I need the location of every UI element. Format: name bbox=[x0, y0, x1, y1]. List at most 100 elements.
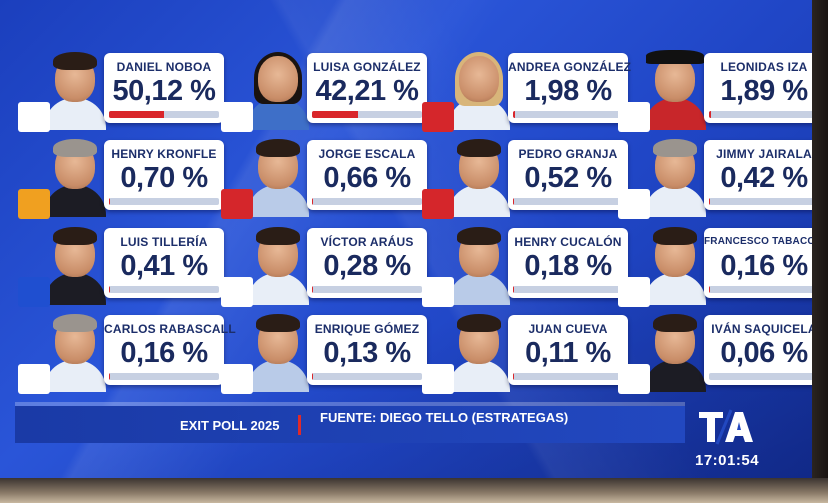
result-box: JUAN CUEVA 0,11 % bbox=[508, 315, 628, 385]
vote-bar-track bbox=[513, 373, 623, 380]
candidate-torso bbox=[247, 273, 309, 305]
party-logo-icon bbox=[221, 277, 253, 307]
candidate-name: LEONIDAS IZA bbox=[720, 60, 808, 74]
candidate-hair bbox=[53, 139, 97, 157]
candidate-percentage: 0,52 % bbox=[524, 162, 612, 194]
candidate-percentage: 0,42 % bbox=[720, 162, 808, 194]
candidate-hair bbox=[256, 139, 300, 157]
vote-bar-track bbox=[312, 286, 422, 293]
candidate-percentage: 0,13 % bbox=[323, 337, 411, 369]
candidate-name: CARLOS RABASCALL bbox=[104, 322, 236, 336]
candidate-percentage: 0,11 % bbox=[525, 337, 611, 369]
candidate-photo bbox=[446, 50, 512, 130]
candidate-name: JIMMY JAIRALA bbox=[716, 147, 812, 161]
candidate-hair bbox=[457, 139, 501, 157]
candidate-torso bbox=[247, 360, 309, 392]
candidate-photo bbox=[642, 50, 708, 130]
result-box: ANDREA GONZÁLEZ 1,98 % bbox=[508, 53, 632, 123]
candidate-hair bbox=[457, 227, 501, 245]
footer-highlight bbox=[15, 402, 685, 406]
candidate-percentage: 0,28 % bbox=[323, 250, 411, 282]
candidate-card: JORGE ESCALA 0,66 % bbox=[217, 137, 427, 219]
vote-bar-fill bbox=[109, 198, 110, 205]
result-box: CARLOS RABASCALL 0,16 % bbox=[104, 315, 236, 385]
candidate-card: PEDRO GRANJA 0,52 % bbox=[418, 137, 628, 219]
vote-bar-track bbox=[709, 373, 819, 380]
vote-bar-track bbox=[109, 373, 219, 380]
party-logo-icon bbox=[422, 364, 454, 394]
candidate-hair bbox=[53, 52, 97, 70]
candidate-torso bbox=[644, 98, 706, 130]
candidate-percentage: 0,70 % bbox=[120, 162, 208, 194]
result-box: IVÁN SAQUICELA 0,06 % bbox=[704, 315, 824, 385]
candidate-name: JUAN CUEVA bbox=[528, 322, 608, 336]
vote-bar-track bbox=[312, 198, 422, 205]
candidate-card: CARLOS RABASCALL 0,16 % bbox=[14, 312, 236, 394]
candidate-name: ANDREA GONZÁLEZ bbox=[508, 60, 632, 74]
candidate-torso bbox=[448, 273, 510, 305]
candidate-photo bbox=[245, 137, 311, 217]
vote-bar-track bbox=[312, 373, 422, 380]
vote-bar-fill bbox=[513, 198, 514, 205]
vote-bar-fill bbox=[109, 111, 165, 118]
candidate-name: PEDRO GRANJA bbox=[518, 147, 618, 161]
vote-bar-track bbox=[109, 286, 219, 293]
candidate-torso bbox=[247, 185, 309, 217]
teleamazonas-logo bbox=[699, 409, 753, 445]
vote-bar-track bbox=[513, 286, 623, 293]
channel-logo bbox=[697, 408, 753, 446]
party-logo-icon bbox=[422, 189, 454, 219]
candidate-hair bbox=[653, 314, 697, 332]
result-box: FRANCESCO TABACCHI 0,16 % bbox=[704, 228, 825, 298]
candidate-torso bbox=[644, 273, 706, 305]
candidate-torso bbox=[644, 360, 706, 392]
vote-bar-track bbox=[513, 198, 623, 205]
candidate-name: DANIEL NOBOA bbox=[116, 60, 212, 74]
candidate-face bbox=[258, 56, 298, 102]
candidate-torso bbox=[44, 98, 106, 130]
vote-bar-track bbox=[109, 198, 219, 205]
candidate-hair bbox=[457, 314, 501, 332]
candidate-photo bbox=[245, 312, 311, 392]
candidate-name: LUIS TILLERÍA bbox=[120, 235, 208, 249]
exit-poll-label: EXIT POLL 2025 bbox=[180, 418, 280, 433]
party-logo-icon bbox=[422, 277, 454, 307]
party-logo-icon bbox=[18, 277, 50, 307]
candidate-card: LUIS TILLERÍA 0,41 % bbox=[14, 225, 224, 307]
candidate-photo bbox=[446, 225, 512, 305]
candidate-card: DANIEL NOBOA 50,12 % bbox=[14, 50, 224, 132]
vote-bar-fill bbox=[312, 111, 359, 118]
vote-bar-track bbox=[709, 286, 819, 293]
candidate-percentage: 0,16 % bbox=[120, 337, 208, 369]
candidate-torso bbox=[44, 273, 106, 305]
candidate-card: HENRY KRONFLE 0,70 % bbox=[14, 137, 224, 219]
candidate-hair bbox=[653, 139, 697, 157]
vote-bar-track bbox=[513, 111, 623, 118]
party-logo-icon bbox=[618, 364, 650, 394]
candidate-torso bbox=[448, 185, 510, 217]
result-box: HENRY KRONFLE 0,70 % bbox=[104, 140, 224, 210]
candidate-photo bbox=[42, 312, 108, 392]
result-box: JORGE ESCALA 0,66 % bbox=[307, 140, 427, 210]
candidate-torso bbox=[44, 185, 106, 217]
result-box: DANIEL NOBOA 50,12 % bbox=[104, 53, 224, 123]
tv-bezel-bottom bbox=[0, 478, 828, 503]
vote-bar-fill bbox=[709, 111, 712, 118]
party-logo-icon bbox=[618, 189, 650, 219]
candidate-name: LUISA GONZÁLEZ bbox=[313, 60, 421, 74]
candidate-card: VÍCTOR ARÁUS 0,28 % bbox=[217, 225, 427, 307]
vote-bar-fill bbox=[312, 198, 313, 205]
candidate-face bbox=[459, 56, 499, 102]
candidate-name: HENRY CUCALÓN bbox=[514, 235, 622, 249]
candidate-name: HENRY KRONFLE bbox=[111, 147, 217, 161]
candidate-photo bbox=[42, 225, 108, 305]
source-label: FUENTE: DIEGO TELLO (ESTRATEGAS) bbox=[320, 410, 569, 425]
candidate-card: LUISA GONZÁLEZ 42,21 % bbox=[217, 50, 427, 132]
candidate-photo bbox=[446, 137, 512, 217]
candidate-torso bbox=[644, 185, 706, 217]
candidate-photo bbox=[245, 225, 311, 305]
candidate-hair bbox=[653, 227, 697, 245]
party-logo-icon bbox=[221, 364, 253, 394]
result-box: LEONIDAS IZA 1,89 % bbox=[704, 53, 824, 123]
vote-bar-track bbox=[312, 111, 422, 118]
